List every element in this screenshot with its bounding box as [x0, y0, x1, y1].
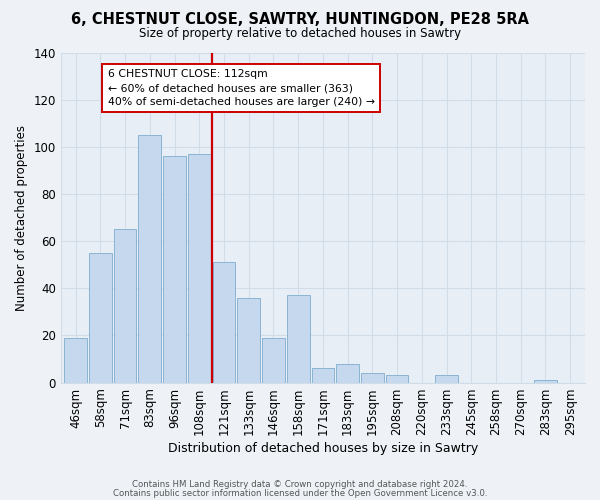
Bar: [64, 338, 87, 382]
Y-axis label: Number of detached properties: Number of detached properties: [15, 124, 28, 310]
Text: 6, CHESTNUT CLOSE, SAWTRY, HUNTINGDON, PE28 5RA: 6, CHESTNUT CLOSE, SAWTRY, HUNTINGDON, P…: [71, 12, 529, 28]
Bar: [386, 376, 409, 382]
Bar: [262, 338, 285, 382]
Bar: [435, 376, 458, 382]
Bar: [114, 230, 136, 382]
Bar: [89, 253, 112, 382]
Bar: [287, 296, 310, 382]
Bar: [336, 364, 359, 382]
Bar: [188, 154, 211, 382]
Bar: [361, 373, 384, 382]
Bar: [139, 135, 161, 382]
Text: Contains HM Land Registry data © Crown copyright and database right 2024.: Contains HM Land Registry data © Crown c…: [132, 480, 468, 489]
Bar: [212, 262, 235, 382]
X-axis label: Distribution of detached houses by size in Sawtry: Distribution of detached houses by size …: [168, 442, 478, 455]
Text: Contains public sector information licensed under the Open Government Licence v3: Contains public sector information licen…: [113, 488, 487, 498]
Bar: [163, 156, 186, 382]
Bar: [311, 368, 334, 382]
Text: Size of property relative to detached houses in Sawtry: Size of property relative to detached ho…: [139, 28, 461, 40]
Bar: [238, 298, 260, 382]
Text: 6 CHESTNUT CLOSE: 112sqm
← 60% of detached houses are smaller (363)
40% of semi-: 6 CHESTNUT CLOSE: 112sqm ← 60% of detach…: [108, 69, 375, 107]
Bar: [534, 380, 557, 382]
